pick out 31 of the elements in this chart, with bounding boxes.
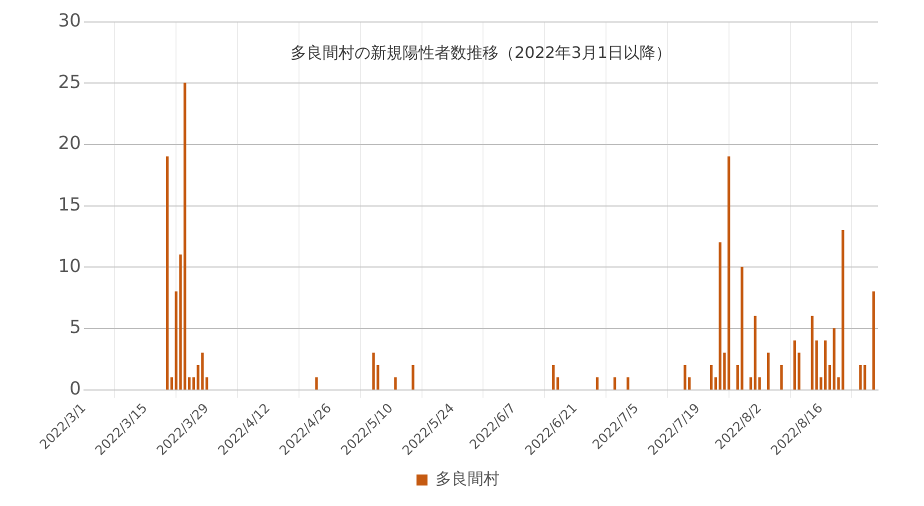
bar — [626, 377, 630, 390]
bar — [859, 364, 862, 390]
bar — [780, 364, 783, 390]
bar — [767, 352, 770, 390]
bar — [828, 364, 832, 390]
bar — [872, 291, 875, 390]
y-tick-label: 10 — [58, 256, 81, 277]
bar — [613, 377, 616, 390]
bar — [684, 364, 686, 390]
bar — [170, 377, 174, 390]
bar — [710, 364, 713, 390]
bar — [166, 156, 169, 390]
bar — [810, 316, 814, 390]
y-tick-label: 5 — [70, 317, 81, 338]
bar — [740, 266, 744, 390]
y-tick-label: 30 — [58, 10, 81, 32]
bar — [394, 377, 397, 390]
y-tick-label: 20 — [58, 133, 81, 154]
bar — [552, 364, 555, 390]
y-tick-label: 25 — [58, 72, 81, 93]
bar — [188, 377, 191, 390]
bar — [749, 377, 752, 390]
y-tick-label: 15 — [58, 194, 81, 216]
bar — [412, 364, 414, 390]
bar — [372, 352, 375, 390]
bar — [596, 377, 599, 390]
legend-label: 多良間村 — [436, 469, 500, 488]
bar — [556, 377, 560, 390]
bar — [315, 377, 318, 390]
text: 多良間村の新規陽性者数推移（2022年3月1日以降） — [290, 42, 672, 62]
y-tick-label: 0 — [70, 378, 81, 400]
